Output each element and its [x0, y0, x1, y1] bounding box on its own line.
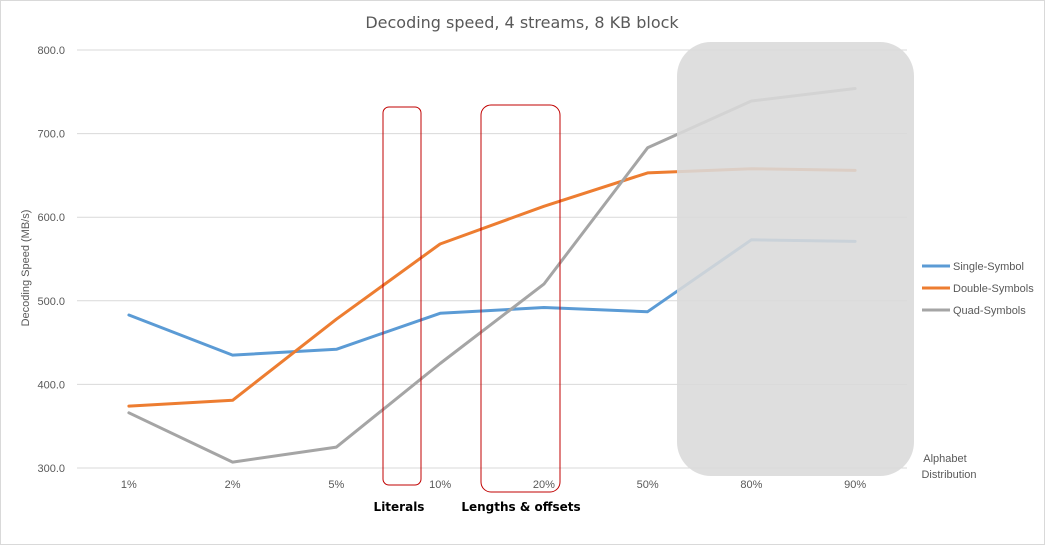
- x-tick-label: 90%: [844, 479, 866, 491]
- x-tick-label: 80%: [740, 479, 762, 491]
- lengths-offsets-highlight-box: [480, 104, 561, 493]
- y-tick-label: 500.0: [37, 296, 65, 308]
- x-axis-ticks: 1% 2% 5% 10% 20% 50% 80% 90%: [121, 479, 866, 491]
- y-axis-ticks: 300.0 400.0 500.0 600.0 700.0 800.0: [37, 45, 65, 475]
- legend-label: Single-Symbol: [953, 261, 1024, 273]
- highlight-region: [677, 42, 914, 476]
- x-tick-label: 50%: [637, 479, 659, 491]
- y-tick-label: 600.0: [37, 212, 65, 224]
- legend: Single-Symbol Double-Symbols Quad-Symbols: [922, 261, 1034, 317]
- y-axis-title: Decoding Speed (MB/s): [20, 210, 32, 327]
- x-tick-label: 10%: [429, 479, 451, 491]
- x-tick-label: 5%: [328, 479, 344, 491]
- literals-highlight-box: [382, 106, 422, 486]
- y-tick-label: 800.0: [37, 45, 65, 57]
- y-tick-label: 400.0: [37, 379, 65, 391]
- legend-label: Double-Symbols: [953, 283, 1034, 295]
- y-tick-label: 300.0: [37, 463, 65, 475]
- x-tick-label: 2%: [225, 479, 241, 491]
- x-tick-label: 1%: [121, 479, 137, 491]
- x-tick-label: 20%: [533, 479, 555, 491]
- lengths-offsets-label: Lengths & offsets: [461, 500, 580, 514]
- chart-title: Decoding speed, 4 streams, 8 KB block: [365, 13, 679, 32]
- literals-label: Literals: [374, 500, 425, 514]
- legend-label: Quad-Symbols: [953, 305, 1026, 317]
- x-axis-title-line-1: Alphabet: [923, 453, 966, 465]
- x-axis-title-line-2: Distribution: [921, 469, 976, 481]
- y-tick-label: 700.0: [37, 129, 65, 141]
